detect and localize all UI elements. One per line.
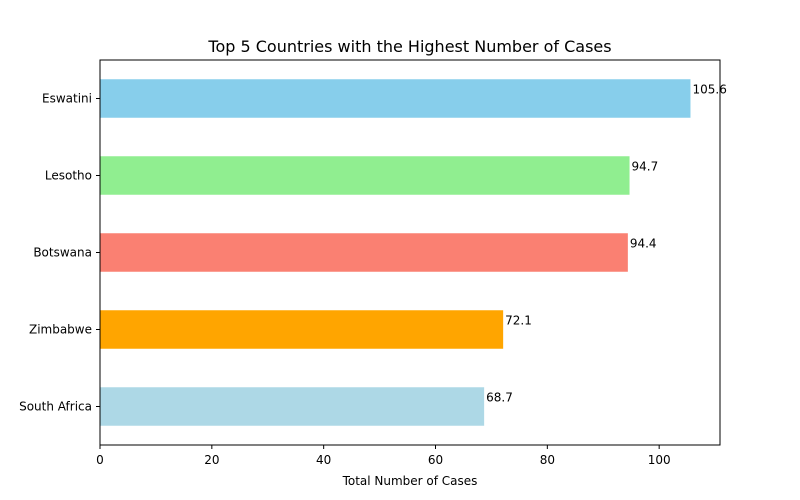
bars-group	[100, 79, 691, 426]
data-label-2: 94.4	[630, 237, 657, 251]
x-tick-label-0: 0	[96, 453, 104, 467]
x-tick-label-1: 20	[204, 453, 219, 467]
y-tick-label-3: Zimbabwe	[29, 323, 92, 337]
data-label-3: 72.1	[505, 314, 532, 328]
bar-0	[100, 79, 691, 118]
x-tick-label-5: 100	[648, 453, 671, 467]
x-axis-label: Total Number of Cases	[342, 474, 478, 488]
x-tick-label-4: 80	[540, 453, 555, 467]
x-tick-label-3: 60	[428, 453, 443, 467]
bar-1	[100, 156, 630, 195]
data-label-1: 94.7	[632, 160, 659, 174]
x-axis-ticks: 0 20 40 60 80 100	[96, 445, 671, 467]
plot-area-frame	[99, 59, 721, 446]
value-labels-group: 105.6 94.7 94.4 72.1 68.7	[486, 83, 727, 405]
bar-2	[100, 233, 628, 272]
y-tick-label-2: Botswana	[33, 246, 92, 260]
y-axis-ticks: Eswatini Lesotho Botswana Zimbabwe South Afr…	[19, 92, 100, 414]
y-tick-label-4: South Africa	[19, 400, 92, 414]
data-label-0: 105.6	[692, 83, 726, 97]
y-tick-label-1: Lesotho	[45, 169, 92, 183]
y-tick-label-0: Eswatini	[42, 92, 92, 106]
chart-title: Top 5 Countries with the Highest Number …	[207, 37, 611, 56]
x-tick-label-2: 40	[316, 453, 331, 467]
bar-3	[100, 310, 504, 349]
data-label-4: 68.7	[486, 391, 513, 405]
bar-4	[100, 387, 485, 426]
